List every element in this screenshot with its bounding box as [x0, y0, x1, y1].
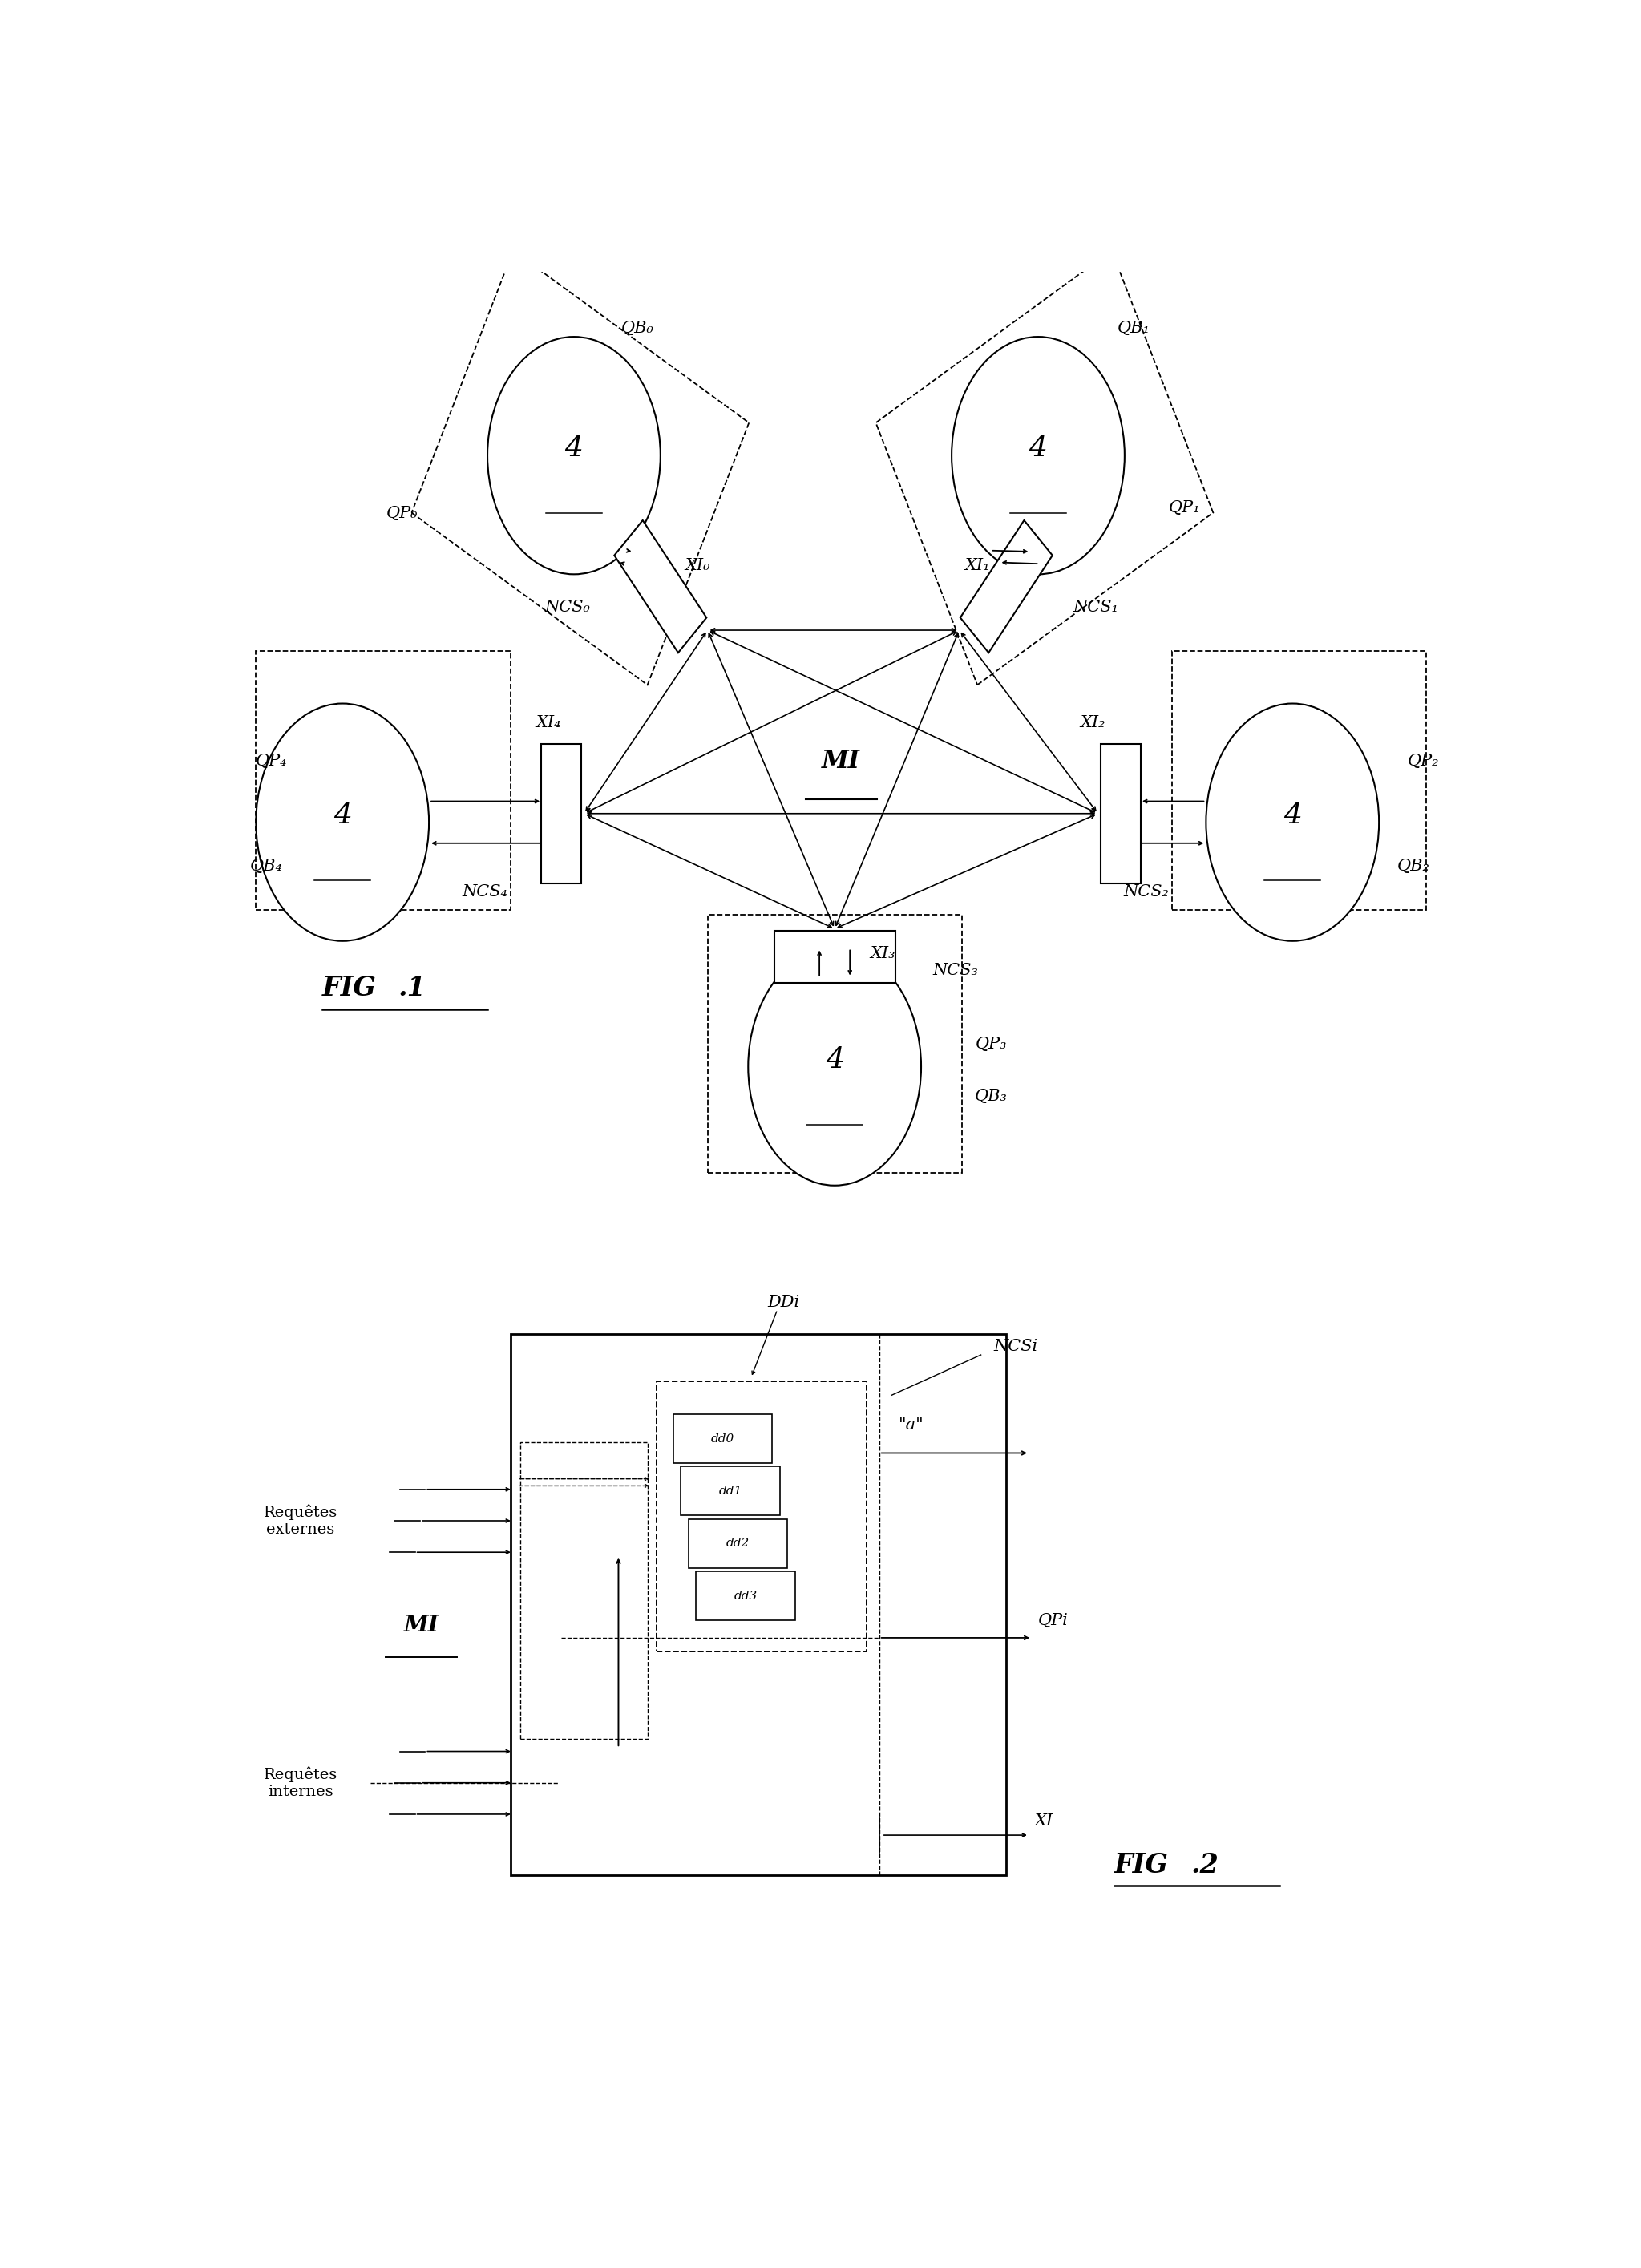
Text: QP₂: QP₂	[1408, 753, 1439, 769]
Text: XI₂: XI₂	[1080, 714, 1106, 730]
Text: NCSi: NCSi	[993, 1338, 1037, 1354]
Text: Requêtes
internes: Requêtes internes	[264, 1767, 338, 1799]
Text: XI₄: XI₄	[537, 714, 561, 730]
Circle shape	[952, 336, 1124, 574]
Bar	[707, 914, 962, 1173]
Bar	[1172, 651, 1426, 909]
Text: NCS₁: NCS₁	[1073, 599, 1118, 615]
Text: QB₁: QB₁	[1118, 320, 1150, 336]
Text: NCS₀: NCS₀	[545, 599, 591, 615]
Text: 4: 4	[1029, 435, 1047, 463]
Bar	[256, 651, 510, 909]
Circle shape	[1206, 703, 1378, 941]
Text: FIG: FIG	[1114, 1851, 1168, 1878]
Bar	[673, 1415, 773, 1463]
Text: "a": "a"	[898, 1418, 924, 1433]
Text: dd0: dd0	[711, 1433, 735, 1445]
Text: XI₃: XI₃	[870, 946, 896, 962]
Polygon shape	[614, 519, 707, 653]
Text: QB₂: QB₂	[1396, 857, 1429, 873]
Bar	[520, 1442, 648, 1740]
Bar	[696, 1572, 796, 1619]
Text: XI₁: XI₁	[965, 558, 990, 574]
Text: 4: 4	[1283, 801, 1301, 828]
Text: dd1: dd1	[719, 1486, 742, 1497]
Bar	[510, 1334, 1006, 1876]
Text: .1: .1	[399, 975, 427, 1002]
Text: QB₄: QB₄	[249, 857, 282, 873]
Text: MI: MI	[404, 1615, 438, 1637]
Text: XI: XI	[1034, 1814, 1054, 1828]
Bar	[689, 1520, 788, 1567]
Circle shape	[256, 703, 428, 941]
Text: NCS₃: NCS₃	[932, 964, 978, 978]
Text: QPi: QPi	[1039, 1613, 1068, 1628]
Text: NCS₄: NCS₄	[463, 885, 507, 900]
Text: MI: MI	[822, 748, 860, 773]
Text: XI₀: XI₀	[684, 558, 711, 574]
Text: FIG: FIG	[322, 975, 376, 1002]
Polygon shape	[960, 519, 1052, 653]
Text: dd3: dd3	[734, 1590, 758, 1601]
Text: QP₀: QP₀	[386, 506, 418, 522]
Text: .2: .2	[1191, 1851, 1219, 1878]
Text: QP₃: QP₃	[975, 1036, 1008, 1052]
Text: DDi: DDi	[768, 1295, 799, 1311]
Bar	[681, 1467, 779, 1515]
Text: QP₄: QP₄	[256, 753, 287, 769]
Circle shape	[748, 948, 921, 1186]
Circle shape	[487, 336, 660, 574]
Text: 4: 4	[333, 801, 351, 828]
Polygon shape	[542, 744, 581, 882]
Text: NCS₂: NCS₂	[1124, 885, 1168, 900]
Text: 4: 4	[565, 435, 583, 463]
Text: QP₁: QP₁	[1168, 501, 1200, 515]
Polygon shape	[1101, 744, 1140, 882]
Text: QB₀: QB₀	[622, 320, 653, 336]
Text: Requêtes
externes: Requêtes externes	[264, 1504, 338, 1538]
Polygon shape	[775, 930, 894, 982]
Text: 4: 4	[825, 1046, 843, 1073]
Text: dd2: dd2	[727, 1538, 750, 1549]
Text: QB₃: QB₃	[975, 1089, 1008, 1105]
Bar	[656, 1381, 866, 1651]
